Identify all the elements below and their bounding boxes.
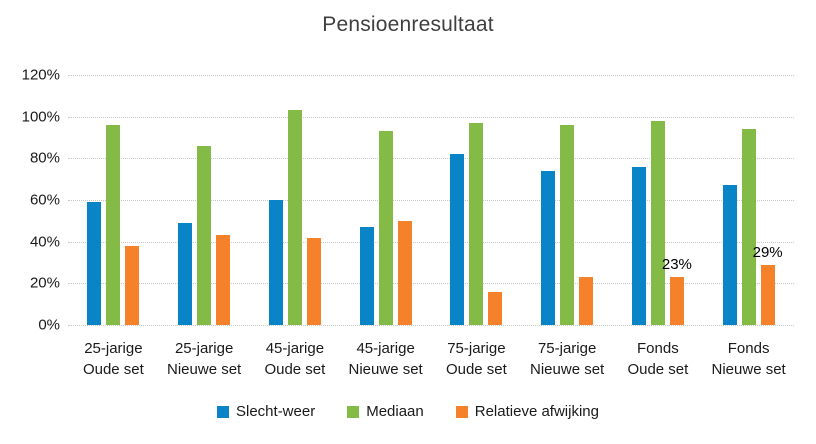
bar-mediaan: [560, 125, 575, 325]
x-axis-category-line: 25-jarige: [174, 340, 234, 357]
bar-group: 23%: [613, 75, 704, 325]
bar-slecht-weer: [450, 154, 465, 325]
legend-item: Slecht-weer: [217, 403, 315, 420]
bar-mediaan: [287, 110, 302, 325]
x-axis-category-label: 75-jarige Nieuwe set: [522, 338, 613, 380]
x-axis-category-label: Fonds Oude set: [613, 338, 704, 380]
bar-group: [522, 75, 613, 325]
bar-group: [68, 75, 159, 325]
legend-label: Mediaan: [366, 403, 424, 420]
x-axis-category-line: 75-jarige: [537, 340, 597, 357]
bar-group: [159, 75, 250, 325]
gridline: [68, 325, 794, 326]
x-axis-category-line: Oude set: [445, 361, 507, 378]
x-axis-category-line: Nieuwe set: [711, 361, 786, 378]
x-axis-category-line: Oude set: [82, 361, 144, 378]
x-axis-category-line: Fonds: [637, 340, 679, 357]
bar-group: [340, 75, 431, 325]
legend-item: Relatieve afwijking: [455, 403, 599, 420]
gridline: [68, 283, 794, 285]
bar-relatieve-afwijking: [125, 245, 140, 325]
x-axis-category-line: 45-jarige: [265, 340, 325, 357]
bar-groups: 23% 29%: [68, 75, 794, 325]
y-axis-tick: 120%: [21, 66, 60, 84]
bar-mediaan: [650, 120, 665, 325]
bar-relatieve-afwijking: 29%: [753, 244, 783, 325]
y-axis: 0% 20% 40% 60% 80% 100% 120%: [0, 67, 60, 334]
plot-area: 23% 29%: [68, 75, 794, 326]
bar-mediaan: [197, 145, 212, 325]
bar-slecht-weer: [541, 170, 556, 325]
gridline: [68, 158, 794, 160]
x-axis-category-line: Oude set: [264, 361, 326, 378]
x-axis-category-label: 75-jarige Oude set: [431, 338, 522, 380]
y-axis-tick: 100%: [21, 108, 60, 126]
legend-item: Mediaan: [347, 403, 424, 420]
x-axis-category-line: 25-jarige: [84, 340, 143, 357]
legend-swatch-icon: [455, 405, 468, 418]
bar-mediaan: [378, 131, 393, 325]
legend: Slecht-weer Mediaan Relatieve afwijking: [0, 403, 816, 420]
bar-group: [431, 75, 522, 325]
x-axis-category-line: Nieuwe set: [530, 361, 605, 378]
gridline: [68, 75, 794, 76]
bar-slecht-weer: [631, 166, 646, 325]
x-axis-category-label: 45-jarige Nieuwe set: [340, 338, 431, 380]
x-axis-category-line: 75-jarige: [447, 340, 506, 357]
y-axis-tick: 80%: [29, 149, 60, 167]
x-axis-labels: 25-jarige Oude set 25-jarige Nieuwe set 45-j…: [68, 338, 794, 380]
bar-slecht-weer: [722, 185, 737, 325]
gridline: [68, 116, 794, 118]
bar-slecht-weer: [178, 222, 193, 325]
gridline: [68, 200, 794, 201]
x-axis-category-label: 25-jarige Oude set: [68, 338, 159, 380]
bar-mediaan: [741, 129, 756, 325]
bar-slecht-weer: [87, 202, 102, 325]
legend-swatch-icon: [347, 405, 360, 418]
x-axis-category-line: Nieuwe set: [167, 361, 242, 378]
bar-relatieve-afwijking: [397, 220, 412, 325]
bar-relatieve-afwijking: [306, 237, 321, 325]
x-axis-category-line: Oude set: [627, 361, 689, 378]
chart-title: Pensioenresultaat: [322, 13, 494, 36]
legend-label: Relatieve afwijking: [474, 403, 599, 420]
x-axis-category-label: Fonds Nieuwe set: [703, 338, 794, 380]
bar-mediaan: [469, 122, 484, 325]
x-axis-category-line: Nieuwe set: [348, 361, 423, 378]
y-axis-tick: 20%: [29, 274, 60, 292]
data-label: 29%: [752, 243, 783, 261]
legend-swatch-icon: [217, 405, 229, 418]
x-axis-category-label: 45-jarige Oude set: [250, 338, 341, 380]
bar-relatieve-afwijking: [216, 235, 231, 325]
bar-group: 29%: [703, 75, 794, 325]
bar-relatieve-afwijking: [488, 291, 503, 325]
y-axis-tick: 0%: [38, 316, 60, 334]
bar-group: [250, 75, 341, 325]
gridline: [68, 241, 794, 243]
y-axis-tick: 40%: [29, 233, 60, 251]
bar-relatieve-afwijking: [579, 277, 594, 325]
bar-relatieve-afwijking: 23%: [662, 256, 692, 325]
y-axis-tick: 60%: [29, 191, 60, 209]
x-axis-category-label: 25-jarige Nieuwe set: [159, 338, 250, 380]
bar-slecht-weer: [268, 200, 283, 325]
x-axis-category-line: Fonds: [727, 340, 770, 357]
x-axis-category-line: 45-jarige: [356, 340, 415, 357]
bar-slecht-weer: [359, 227, 374, 325]
bar-mediaan: [106, 125, 121, 325]
legend-label: Slecht-weer: [236, 403, 316, 420]
data-label: 23%: [661, 256, 692, 274]
